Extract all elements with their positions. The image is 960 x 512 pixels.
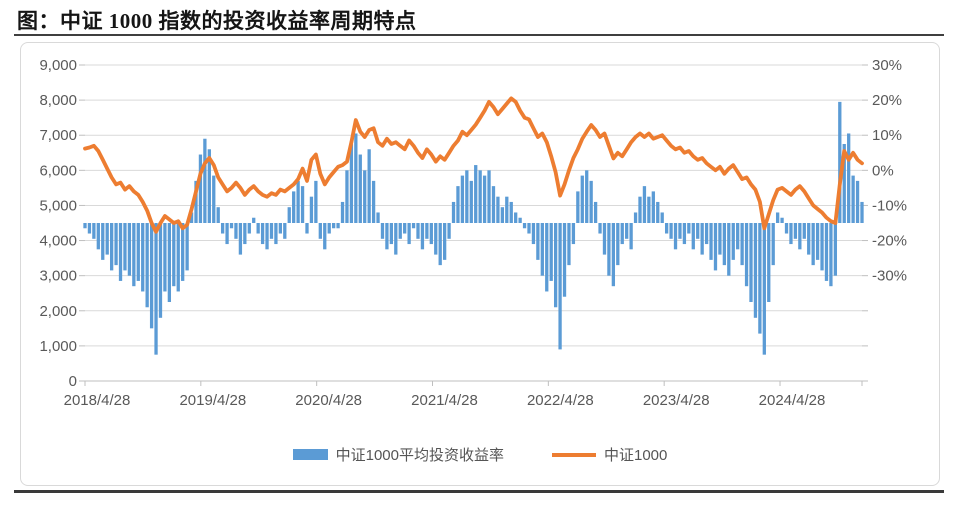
legend-label-return: 中证1000平均投资收益率: [335, 447, 504, 464]
y-axis-label-left: 4,000: [39, 233, 77, 250]
legend-bar-swatch: [292, 449, 328, 460]
y-axis-label-left: 7,000: [39, 127, 77, 144]
y-axis-label-left: 3,000: [39, 268, 77, 285]
bar-series-return: [83, 101, 864, 355]
y-axis-label-left: 1,000: [39, 338, 77, 355]
y-axis-label-right: -20%: [872, 233, 907, 250]
y-axis-label-left: 5,000: [39, 197, 77, 214]
y-axis-label-right: 10%: [872, 127, 902, 144]
y-axis-label-left: 9,000: [39, 57, 77, 74]
legend-line-swatch: [552, 452, 596, 457]
x-axis-label: 2023/4/28: [643, 392, 710, 409]
page-title: 图：中证 1000 指数的投资收益率周期特点: [17, 9, 417, 33]
legend-label-index: 中证1000: [604, 447, 668, 464]
y-axis-label-right: 20%: [872, 92, 902, 109]
y-axis-label-left: 0: [69, 373, 77, 390]
y-axis-label-left: 8,000: [39, 92, 77, 109]
x-axis-label: 2018/4/28: [64, 392, 131, 409]
y-axis-label-right: 0%: [872, 162, 894, 179]
y-axis-label-right: -10%: [872, 197, 907, 214]
y-axis-label-left: 6,000: [39, 162, 77, 179]
x-axis-label: 2022/4/28: [527, 392, 594, 409]
chart-legend: 中证1000平均投资收益率 中证1000: [0, 444, 960, 465]
y-axis-label-right: -30%: [872, 268, 907, 285]
y-axis-label-left: 2,000: [39, 303, 77, 320]
line-series-index: [83, 96, 864, 234]
x-axis-label: 2019/4/28: [179, 392, 246, 409]
legend-item-index: 中证1000: [552, 444, 667, 465]
x-axis-label: 2024/4/28: [759, 392, 826, 409]
x-axis-label: 2021/4/28: [411, 392, 478, 409]
title-rule: [14, 34, 944, 36]
x-axis-label: 2020/4/28: [295, 392, 362, 409]
bottom-rule: [14, 490, 944, 493]
y-axis-label-right: 30%: [872, 57, 902, 74]
legend-item-return: 中证1000平均投资收益率: [292, 444, 504, 465]
